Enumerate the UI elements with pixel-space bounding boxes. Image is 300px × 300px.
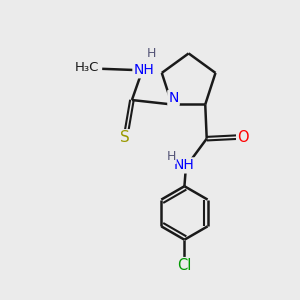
Text: NH: NH bbox=[174, 158, 195, 172]
Text: Cl: Cl bbox=[177, 258, 192, 273]
Text: NH: NH bbox=[134, 63, 154, 77]
Text: H: H bbox=[167, 150, 176, 163]
Text: N: N bbox=[168, 91, 179, 105]
Text: S: S bbox=[120, 130, 130, 145]
Text: H₃C: H₃C bbox=[74, 61, 99, 74]
Text: H: H bbox=[146, 47, 156, 61]
Text: O: O bbox=[237, 130, 249, 145]
